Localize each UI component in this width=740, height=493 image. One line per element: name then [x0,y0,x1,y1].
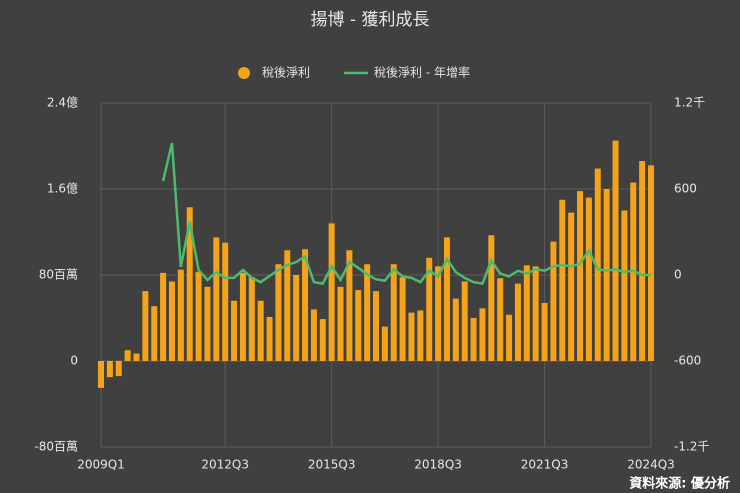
bar [346,250,353,361]
y2-tick-label: 0 [674,268,682,282]
bar [177,269,184,361]
bar [275,264,282,361]
bar [373,291,379,361]
y-tick-label: 1.6億 [47,182,78,196]
bar [257,300,264,361]
bar [195,271,202,361]
x-tick-label: 2021Q3 [521,458,569,472]
x-tick-label: 2024Q3 [627,458,675,472]
bar [142,291,149,361]
bar [284,250,291,361]
y2-tick-label: 1.2千 [674,96,705,110]
bar [266,316,273,361]
bar [239,272,246,361]
x-tick-label: 2009Q1 [77,458,125,472]
bar [603,189,610,361]
x-tick-label: 2018Q3 [414,458,462,472]
bar [594,168,601,361]
bar [461,281,468,361]
bar [328,223,335,361]
bar [98,361,104,388]
legend-marker [238,67,250,79]
bar [497,278,504,361]
legend-label: 稅後淨利 - 年增率 [374,65,470,80]
bar [364,264,371,361]
chart-title: 揚博 - 獲利成長 [311,10,430,30]
bar [585,197,592,361]
bar [612,140,619,361]
bar [488,235,495,361]
bar [621,210,628,361]
y2-tick-label: -600 [674,354,701,368]
bar [514,283,521,361]
bar [452,298,459,361]
bar [355,290,362,361]
bar [310,309,317,361]
bar [541,302,548,361]
bar [559,199,566,361]
bar [470,318,477,361]
bar [506,314,513,361]
bar [639,161,646,361]
bar [532,266,539,361]
bar [577,191,584,361]
bar [133,353,140,361]
y-tick-label: 80百萬 [39,268,78,282]
bar [293,275,300,361]
bar [213,237,220,361]
bar [426,257,433,361]
bar [479,308,486,361]
bar [399,277,406,361]
bar [337,286,344,361]
bar [204,286,211,361]
y2-tick-label: 600 [674,182,697,196]
source: 資料來源: 優分析 [629,476,730,492]
bar [115,361,122,377]
bar [390,264,397,361]
bar [106,361,113,378]
bar [568,212,575,361]
bar [302,249,309,361]
bar [124,350,131,361]
bar [160,272,167,361]
x-tick-label: 2012Q3 [201,458,249,472]
bar [435,266,442,361]
bar [151,306,158,361]
y2-tick-label: -1.2千 [674,440,709,454]
y-tick-label: 2.4億 [47,96,78,110]
bar [319,319,326,361]
bar [550,241,557,361]
bar [648,165,654,361]
bar [168,281,175,361]
bar [408,312,415,361]
bar [222,242,229,361]
y-tick-label: 0 [70,354,78,368]
bar [186,207,193,361]
x-tick-label: 2015Q3 [308,458,356,472]
line [161,142,651,285]
y-tick-label: -80百萬 [34,440,78,454]
bar [443,237,450,361]
bar [417,310,424,361]
bar [248,277,255,361]
bar [231,300,238,361]
bar [523,265,530,361]
bar [381,326,388,361]
legend-label: 稅後淨利 [262,66,310,80]
